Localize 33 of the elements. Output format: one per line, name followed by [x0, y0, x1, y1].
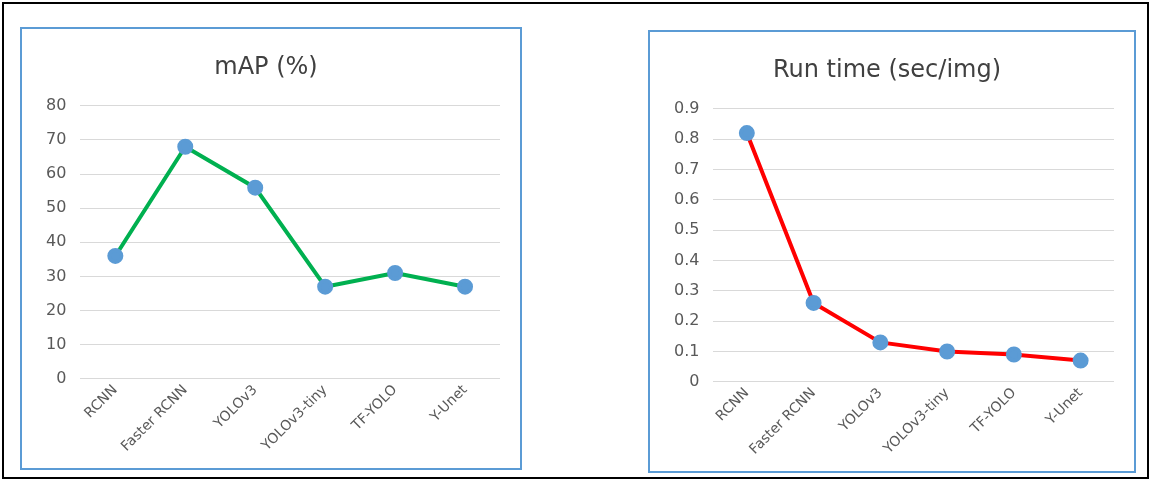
- y-tick-label: 0.5: [673, 219, 700, 239]
- y-tick-label: 0.8: [673, 128, 700, 148]
- y-tick-label: 30: [46, 265, 67, 285]
- y-tick-label: 10: [46, 333, 67, 353]
- y-tick-label: 0.6: [673, 188, 700, 208]
- y-tick-label: 40: [46, 231, 67, 251]
- point: [805, 294, 822, 311]
- y-tick-label: 0.4: [673, 249, 700, 269]
- point: [457, 278, 474, 295]
- point: [107, 247, 124, 264]
- y-tick-label: 0.2: [673, 310, 700, 330]
- point: [317, 278, 334, 295]
- y-tick-label: 60: [46, 163, 67, 183]
- point: [387, 265, 404, 282]
- point: [1072, 352, 1089, 369]
- y-tick-label: 0.9: [673, 97, 700, 117]
- y-tick-label: 0.3: [673, 279, 700, 299]
- chart-title: mAP (%): [214, 51, 318, 80]
- point: [939, 343, 956, 360]
- point: [738, 125, 755, 142]
- y-tick-label: 20: [46, 299, 67, 319]
- y-tick-label: 0.7: [673, 158, 700, 178]
- point: [247, 179, 264, 196]
- y-tick-label: 80: [46, 94, 67, 114]
- point: [872, 334, 889, 351]
- y-tick-label: 70: [46, 129, 67, 149]
- point: [1005, 346, 1022, 363]
- y-tick-label: 50: [46, 197, 67, 217]
- point: [177, 138, 194, 155]
- chart-title: Run time (sec/img): [772, 54, 1002, 83]
- y-tick-label: 0: [689, 370, 700, 390]
- y-tick-label: 0: [56, 367, 67, 387]
- y-tick-label: 0.1: [673, 340, 700, 360]
